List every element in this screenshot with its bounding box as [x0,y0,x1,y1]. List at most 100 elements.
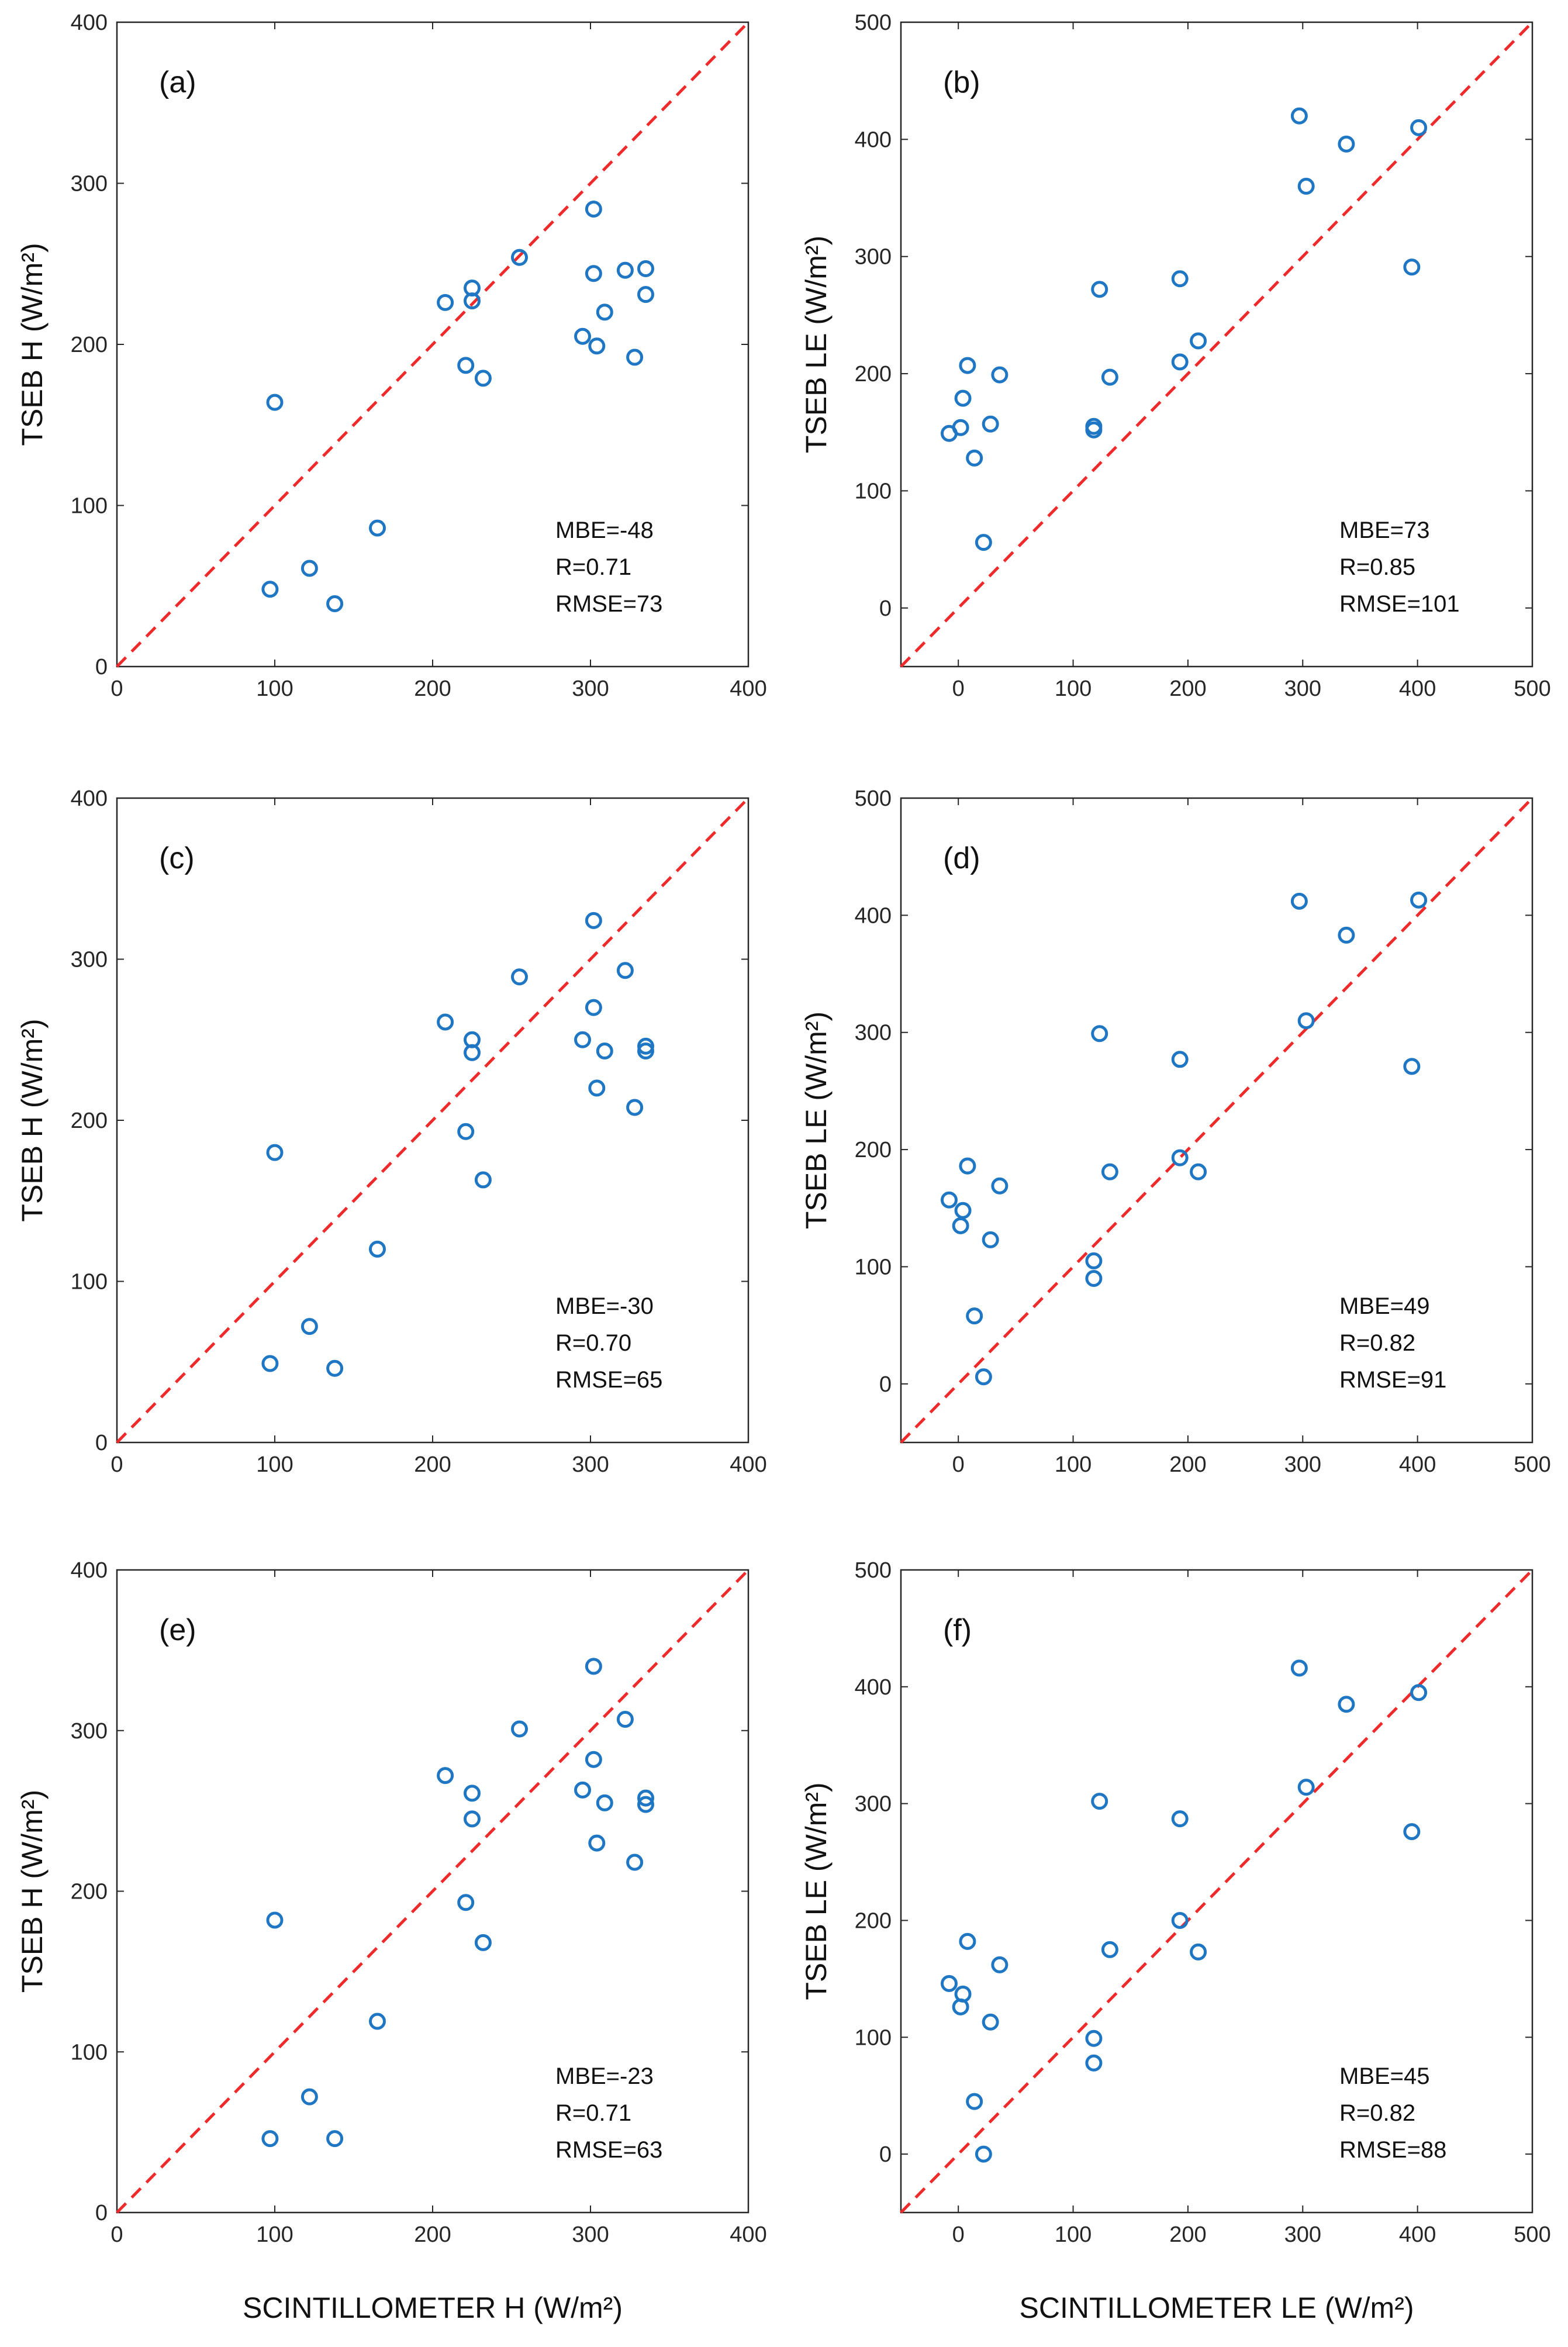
y-tick-label: 400 [71,786,108,811]
y-tick-label: 100 [71,1270,108,1295]
data-point [1338,926,1355,944]
data-point [1171,1149,1189,1166]
stat-rmse: RMSE=91 [1339,1367,1446,1393]
data-point [1171,1051,1189,1068]
data-point [474,370,492,387]
data-point [266,1144,284,1161]
data-point [1290,892,1308,910]
x-tick-label: 0 [952,2222,965,2247]
x-tick-label: 200 [414,1452,451,1477]
y-tick-label: 200 [855,1138,892,1162]
data-point [975,1368,992,1386]
y-tick-label: 500 [855,11,892,35]
identity-line [116,797,750,1444]
y-tick-label: 300 [855,1792,892,1817]
y-tick-label: 100 [855,1255,892,1279]
x-axis-label: SCINTILLOMETER LE (W/m²) [1019,2291,1414,2324]
data-point [954,389,972,407]
y-axis-label: TSEB H (W/m²) [16,1790,49,1993]
x-tick-label: 300 [1284,2222,1321,2247]
data-point [1190,332,1207,350]
data-point [991,366,1009,384]
y-tick-label: 0 [879,1372,892,1397]
data-point [1410,119,1428,136]
data-point [464,1810,481,1828]
data-point [1171,270,1189,288]
data-point [1085,1269,1103,1287]
x-tick-label: 100 [256,2222,293,2247]
data-point [966,1307,983,1325]
y-tick-label: 100 [855,2025,892,2050]
data-point [616,261,634,279]
x-tick-label: 300 [1284,677,1321,701]
x-tick-label: 300 [1284,1452,1321,1477]
y-axis-label: TSEB H (W/m²) [16,243,49,446]
data-point [1101,1941,1118,1958]
x-tick-label: 400 [1399,2222,1436,2247]
stat-r: R=0.82 [1339,2100,1415,2126]
stat-r: R=0.71 [555,554,631,580]
y-tick-label: 300 [71,1719,108,1744]
data-point [369,1240,386,1258]
data-point [437,1767,454,1785]
y-tick-label: 400 [71,1558,108,1583]
x-tick-label: 300 [572,677,609,701]
axes-frame [900,21,1534,668]
y-tick-label: 0 [95,655,108,679]
y-tick-label: 0 [95,2201,108,2225]
data-point [585,201,602,218]
data-point [457,357,475,374]
panel-d: 0 100 200 300 400 500 0 100 200 300 400 500 (d) MBE=4… [800,786,1551,1477]
y-tick-label: 100 [855,479,892,503]
data-point [959,357,976,374]
data-point [464,1044,481,1061]
data-point [588,1834,606,1852]
stat-rmse: RMSE=63 [555,2137,662,2163]
data-point [1101,1163,1118,1181]
panel-label: (d) [943,841,980,875]
data-point [261,2130,279,2148]
y-tick-label: 300 [855,245,892,270]
data-point [585,1751,602,1768]
panel-e: 0 100 200 300 400 0 100 200 300 400 (e) MBE=-23 R=0.… [16,1558,767,2324]
data-point [585,1658,602,1675]
data-point [1290,1659,1308,1677]
y-tick-label: 300 [71,948,108,972]
y-tick-label: 200 [71,1109,108,1133]
data-point [991,1177,1009,1195]
data-point [952,1217,969,1234]
y-tick-label: 400 [71,11,108,35]
panel-a: 0 100 200 300 400 0 100 200 300 400 (a) MBE=-48 R=0.… [16,11,767,701]
data-point [1403,1058,1421,1075]
y-axis-label: TSEB H (W/m²) [16,1019,49,1221]
stat-rmse: RMSE=88 [1339,2137,1446,2163]
identity-line [900,21,1534,668]
y-tick-label: 200 [71,1880,108,1904]
x-tick-label: 300 [572,2222,609,2247]
data-point [266,1911,284,1929]
data-point [626,1854,644,1871]
data-point [574,327,591,345]
data-point [1190,1943,1207,1961]
data-point [457,1123,475,1140]
panel-label: (f) [943,1613,972,1647]
data-point [261,1355,279,1372]
data-point [637,1789,654,1807]
panel-label: (b) [943,65,980,99]
x-tick-label: 200 [414,2222,451,2247]
x-tick-label: 200 [1169,677,1206,701]
data-point [457,1894,475,1911]
data-point [959,1157,976,1175]
data-point [1091,281,1108,298]
data-point [975,2145,992,2163]
data-point [301,2088,318,2106]
data-point [637,286,654,303]
x-tick-label: 0 [110,1452,123,1477]
x-tick-label: 500 [1514,1452,1550,1477]
data-point [1297,1779,1315,1796]
data-point [474,1171,492,1189]
data-point [588,1079,606,1097]
data-point [464,292,481,310]
data-point [369,2013,386,2030]
data-point [954,1202,972,1219]
